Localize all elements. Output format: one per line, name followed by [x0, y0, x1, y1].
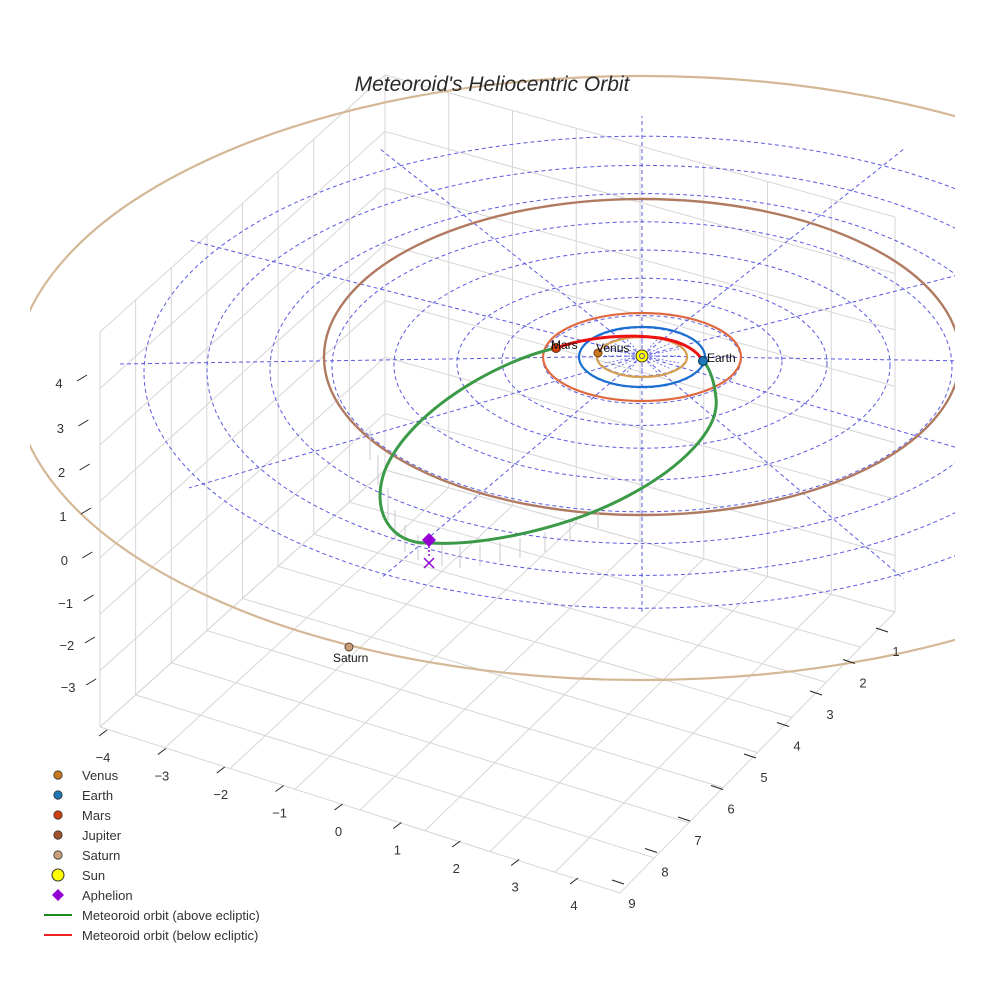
- svg-text:4: 4: [793, 739, 800, 754]
- legend-label: Earth: [82, 787, 114, 803]
- svg-text:5: 5: [760, 770, 767, 785]
- mars-label: Mars: [551, 338, 578, 352]
- svg-text:3: 3: [512, 880, 519, 895]
- legend-label: Sun: [82, 867, 106, 883]
- legend-item-sun[interactable]: Sun: [38, 865, 260, 885]
- svg-text:−1: −1: [58, 596, 73, 611]
- legend-dot-icon: [38, 845, 78, 865]
- svg-text:6: 6: [727, 802, 734, 817]
- z-axis: 4 3 2 1 0 −1 −2 −3: [55, 374, 97, 695]
- chart-title: Meteoroid's Heliocentric Orbit: [354, 73, 630, 96]
- legend-item-meteoroid-orbit-above-ecliptic[interactable]: Meteoroid orbit (above ecliptic): [38, 905, 260, 925]
- legend-dot-icon: [38, 805, 78, 825]
- x-axis: −4 −3 −2 −1 0 1 2 3 4: [96, 729, 579, 913]
- svg-text:2: 2: [859, 676, 866, 691]
- svg-text:3: 3: [57, 421, 64, 436]
- legend-sun-icon: [38, 865, 78, 885]
- svg-text:0: 0: [61, 553, 68, 568]
- svg-text:−3: −3: [154, 769, 169, 784]
- saturn-marker[interactable]: [344, 642, 354, 652]
- legend-dot-icon: [38, 825, 78, 845]
- svg-text:−2: −2: [59, 638, 74, 653]
- svg-text:1: 1: [394, 843, 401, 858]
- legend-label: Saturn: [82, 847, 121, 863]
- aphelion-marker[interactable]: [422, 533, 436, 547]
- venus-marker[interactable]: [593, 348, 603, 358]
- legend-item-mars[interactable]: Mars: [38, 805, 260, 825]
- legend-item-meteoroid-orbit-below-ecliptic[interactable]: Meteoroid orbit (below ecliptic): [38, 925, 260, 945]
- legend-item-aphelion[interactable]: Aphelion: [38, 885, 260, 905]
- ecliptic-polar-grid: [119, 116, 955, 612]
- y-axis: 1 2 3 4 5 6 7 8 9: [611, 627, 900, 911]
- meteoroid-orbit-below[interactable]: [555, 334, 704, 361]
- svg-text:−2: −2: [213, 787, 228, 802]
- svg-text:0: 0: [335, 824, 342, 839]
- svg-text:7: 7: [694, 833, 701, 848]
- legend-item-saturn[interactable]: Saturn: [38, 845, 260, 865]
- legend-label: Jupiter: [82, 827, 122, 843]
- legend-label: Meteoroid orbit (below ecliptic): [82, 927, 259, 943]
- legend-label: Aphelion: [82, 887, 133, 903]
- axes-grid: [99, 74, 896, 894]
- earth-marker[interactable]: [698, 356, 708, 366]
- legend-dot-icon: [38, 765, 78, 785]
- svg-text:2: 2: [453, 861, 460, 876]
- legend-dot-icon: [38, 785, 78, 805]
- projection-lines: [369, 430, 599, 568]
- svg-text:8: 8: [661, 865, 668, 880]
- legend-label: Venus: [82, 767, 119, 783]
- meteoroid-orbit-above[interactable]: [378, 346, 718, 545]
- svg-text:9: 9: [628, 896, 635, 911]
- mars-orbit: [541, 311, 743, 403]
- svg-text:−3: −3: [61, 680, 76, 695]
- venus-label: Venus: [596, 341, 629, 355]
- legend: Venus Earth Mars Jupiter Saturn Sun Aphelion Me…: [38, 765, 260, 945]
- svg-text:4: 4: [55, 376, 62, 391]
- legend-item-earth[interactable]: Earth: [38, 785, 260, 805]
- svg-text:−4: −4: [96, 750, 111, 765]
- svg-text:3: 3: [826, 707, 833, 722]
- svg-text:4: 4: [570, 898, 577, 913]
- legend-label: Mars: [82, 807, 111, 823]
- legend-label: Meteoroid orbit (above ecliptic): [82, 907, 260, 923]
- legend-item-venus[interactable]: Venus: [38, 765, 260, 785]
- svg-text:−1: −1: [272, 806, 287, 821]
- aphelion-projection-x-icon: [423, 557, 435, 569]
- earth-label: Earth: [707, 351, 736, 365]
- saturn-label: Saturn: [333, 651, 368, 665]
- jupiter-orbit: [322, 197, 955, 517]
- legend-line-icon: [38, 925, 78, 945]
- legend-item-jupiter[interactable]: Jupiter: [38, 825, 260, 845]
- svg-text:2: 2: [58, 465, 65, 480]
- saturn-orbit: [30, 74, 955, 682]
- mars-marker[interactable]: [551, 343, 561, 353]
- sun-marker[interactable]: [635, 349, 649, 363]
- svg-text:1: 1: [892, 644, 899, 659]
- legend-line-icon: [38, 905, 78, 925]
- legend-diamond-icon: [38, 885, 78, 905]
- sun-core-icon: [639, 353, 645, 359]
- svg-text:1: 1: [59, 509, 66, 524]
